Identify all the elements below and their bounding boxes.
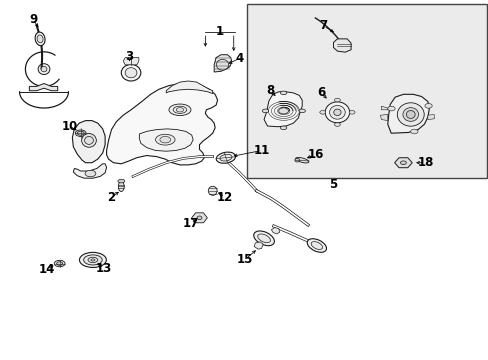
Ellipse shape [176, 108, 183, 112]
Ellipse shape [406, 111, 414, 118]
Ellipse shape [295, 157, 308, 163]
Ellipse shape [402, 108, 418, 121]
Text: 5: 5 [329, 178, 337, 191]
Ellipse shape [333, 109, 340, 116]
Ellipse shape [253, 231, 274, 246]
Ellipse shape [41, 66, 47, 72]
Bar [246, 4, 486, 178]
Ellipse shape [79, 252, 106, 267]
Ellipse shape [155, 134, 175, 145]
Ellipse shape [35, 32, 45, 46]
Ellipse shape [329, 105, 345, 119]
Text: 14: 14 [38, 263, 55, 276]
Ellipse shape [197, 216, 202, 220]
Ellipse shape [54, 260, 65, 267]
Ellipse shape [220, 154, 231, 161]
Ellipse shape [334, 123, 340, 126]
Polygon shape [333, 39, 350, 52]
Polygon shape [381, 106, 387, 110]
Polygon shape [106, 84, 217, 165]
Polygon shape [139, 129, 193, 151]
Ellipse shape [57, 262, 62, 265]
Ellipse shape [310, 242, 322, 249]
Polygon shape [73, 164, 106, 178]
Text: 7: 7 [319, 19, 327, 32]
Polygon shape [264, 92, 302, 127]
Ellipse shape [262, 109, 268, 113]
Text: 16: 16 [306, 148, 323, 161]
Polygon shape [427, 114, 433, 120]
Ellipse shape [387, 106, 394, 111]
Text: 11: 11 [253, 144, 269, 157]
Ellipse shape [81, 134, 96, 147]
Ellipse shape [334, 98, 340, 102]
Ellipse shape [257, 234, 270, 243]
Text: 17: 17 [182, 217, 199, 230]
Text: 3: 3 [125, 50, 133, 63]
Ellipse shape [278, 108, 288, 114]
Text: 12: 12 [216, 191, 233, 204]
Ellipse shape [280, 91, 286, 95]
Ellipse shape [208, 186, 217, 195]
Ellipse shape [280, 126, 286, 130]
Polygon shape [394, 158, 411, 168]
Polygon shape [380, 114, 387, 121]
Ellipse shape [77, 131, 84, 135]
Ellipse shape [400, 161, 406, 165]
Ellipse shape [121, 64, 141, 81]
Text: 6: 6 [317, 86, 325, 99]
Polygon shape [271, 228, 279, 234]
Ellipse shape [85, 170, 96, 177]
Ellipse shape [75, 130, 86, 136]
Text: 4: 4 [235, 52, 243, 65]
Text: 13: 13 [95, 262, 112, 275]
Text: 10: 10 [61, 120, 78, 132]
Ellipse shape [38, 64, 50, 75]
Ellipse shape [37, 35, 43, 43]
Ellipse shape [125, 68, 137, 78]
Ellipse shape [410, 129, 417, 134]
Ellipse shape [88, 257, 98, 263]
Ellipse shape [424, 104, 431, 108]
Text: 15: 15 [236, 253, 252, 266]
Ellipse shape [348, 111, 354, 114]
Ellipse shape [83, 255, 102, 265]
Ellipse shape [294, 158, 299, 162]
Ellipse shape [216, 152, 235, 163]
Text: 2: 2 [107, 191, 115, 204]
Ellipse shape [306, 239, 326, 252]
Ellipse shape [91, 259, 95, 261]
Ellipse shape [118, 179, 124, 183]
Polygon shape [191, 213, 207, 223]
Ellipse shape [168, 104, 190, 116]
Ellipse shape [84, 136, 93, 144]
Ellipse shape [173, 106, 186, 113]
Text: 8: 8 [265, 84, 273, 97]
Text: 9: 9 [29, 13, 37, 26]
Polygon shape [166, 81, 212, 94]
Ellipse shape [319, 111, 325, 114]
Text: 1: 1 [216, 25, 224, 38]
Polygon shape [387, 94, 428, 133]
Ellipse shape [396, 103, 424, 126]
Ellipse shape [216, 59, 228, 70]
Ellipse shape [118, 181, 124, 192]
Polygon shape [254, 242, 263, 249]
Ellipse shape [298, 109, 305, 113]
Ellipse shape [160, 136, 170, 143]
Polygon shape [29, 84, 58, 91]
Polygon shape [123, 58, 139, 65]
Polygon shape [72, 121, 105, 163]
Polygon shape [214, 55, 231, 72]
Ellipse shape [325, 102, 349, 123]
Text: 18: 18 [416, 156, 433, 169]
